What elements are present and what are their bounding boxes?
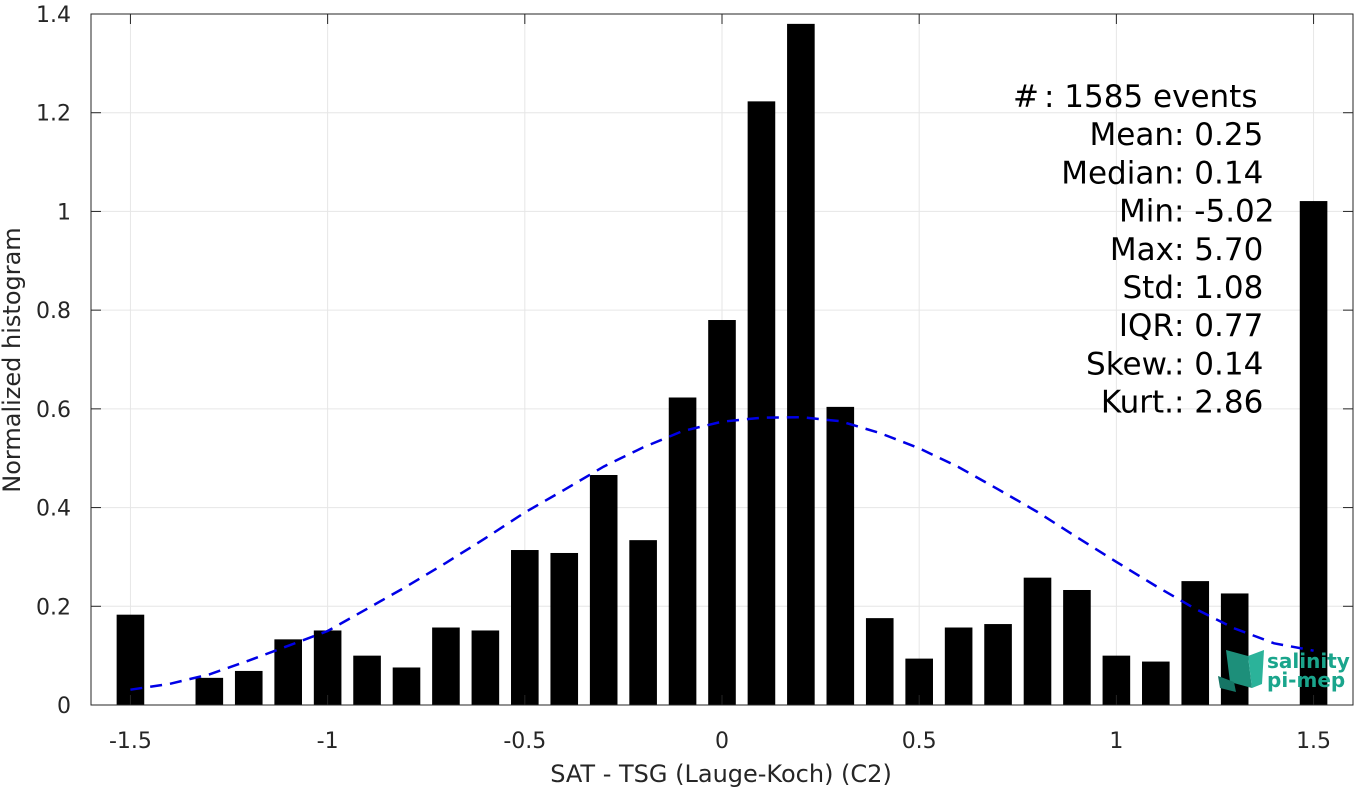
x-tick-label-3: 0 [715,729,729,754]
x-tick-label-0: -1.5 [109,729,152,754]
logo-text-line2: pi-mep [1267,668,1345,692]
histogram-bar-7 [432,627,460,705]
stat-value: : -5.02 [1174,194,1275,230]
stat-value: : 1.08 [1174,270,1263,306]
stat-key: Median [1061,155,1174,191]
salinity-pimep-logo: salinity pi-mep [1218,649,1350,692]
y-tick-label-6: 1.2 [36,102,71,127]
stat-value: : 0.14 [1174,346,1263,382]
stat-value: : 5.70 [1174,232,1263,268]
gaussian-fit-curve [130,415,1314,691]
stat-key: # [1013,79,1039,115]
histogram-bar-12 [629,540,657,705]
histogram-bar-22 [1023,577,1052,705]
y-tick-label-1: 0.2 [36,595,71,620]
x-tick-label-4: 0.5 [902,729,937,754]
y-tick-label-2: 0.4 [36,497,71,522]
stat-row-0: # : 1585 events [1013,79,1258,115]
logo-cube-icon [1218,650,1264,692]
histogram-bar-17 [826,406,855,705]
x-axis-ticks: -1.5 -1 -0.5 0 0.5 1 1.5 [109,14,1331,754]
x-axis-label: SAT - TSG (Lauge-Koch) (C2) [550,760,892,787]
stat-key: Kurt. [1101,385,1174,421]
x-tick-label-5: 1 [1109,729,1123,754]
histogram-bar-9 [511,550,539,705]
stat-row-1: Mean : 0.25 [1090,117,1264,153]
y-tick-label-0: 0 [57,694,71,719]
histogram-bar-18 [865,618,894,705]
stat-row-5: Std : 1.08 [1122,270,1263,306]
y-tick-label-4: 0.8 [36,299,71,324]
logo-text-line1: salinity [1267,649,1350,673]
x-tick-label-2: -0.5 [503,729,546,754]
histogram-bar-26 [1181,581,1210,705]
histogram-bar-13 [668,397,697,705]
histogram-bar-10 [550,552,579,705]
stat-value: : 2.86 [1174,385,1263,421]
stat-key: Std [1122,270,1174,306]
grid-lines [91,13,1353,706]
y-axis-ticks: 0 0.2 0.4 0.6 0.8 1 1.2 1.4 [36,3,1353,719]
histogram-bar-23 [1063,589,1091,705]
histogram-bar-20 [944,627,973,705]
stat-key: Max [1110,232,1174,268]
histogram-bar-6 [392,667,421,705]
histogram-bar-0 [116,614,145,705]
stat-row-6: IQR : 0.77 [1119,308,1263,344]
histogram-bar-3 [274,639,302,705]
y-tick-label-3: 0.6 [36,398,71,423]
histogram-bar-11 [589,474,618,705]
stat-value: : 0.14 [1174,155,1263,191]
histogram-bar-15 [747,101,776,706]
histogram-bar-5 [353,655,381,705]
y-axis-label: Normalized histogram [0,227,26,492]
stat-value: : 1585 events [1044,79,1258,115]
stat-key: Skew. [1086,346,1174,382]
stat-key: IQR [1119,308,1174,344]
histogram-bars [116,23,1328,706]
stat-key: Mean [1090,117,1174,153]
stat-row-3: Min : -5.02 [1119,194,1275,230]
stat-row-8: Kurt. : 2.86 [1101,385,1264,421]
x-tick-label-6: 1.5 [1296,729,1331,754]
stat-row-2: Median : 0.14 [1061,155,1263,191]
y-tick-label-5: 1 [57,200,71,225]
histogram-bar-16 [787,23,815,705]
stat-value: : 0.77 [1174,308,1263,344]
histogram-bar-2 [234,670,263,705]
histogram-bar-14 [708,320,736,705]
histogram-bar-28 [1299,201,1328,705]
histogram-bar-25 [1142,661,1170,705]
stat-value: : 0.25 [1174,117,1263,153]
histogram-bar-21 [984,624,1012,705]
stat-key: Min [1119,194,1174,230]
stat-row-4: Max : 5.70 [1110,232,1263,268]
stat-row-7: Skew. : 0.14 [1086,346,1263,382]
histogram-bar-4 [313,630,342,705]
histogram-bar-1 [195,677,224,705]
y-tick-label-7: 1.4 [36,3,71,28]
histogram-bar-8 [471,630,500,705]
x-tick-label-1: -1 [317,729,339,754]
